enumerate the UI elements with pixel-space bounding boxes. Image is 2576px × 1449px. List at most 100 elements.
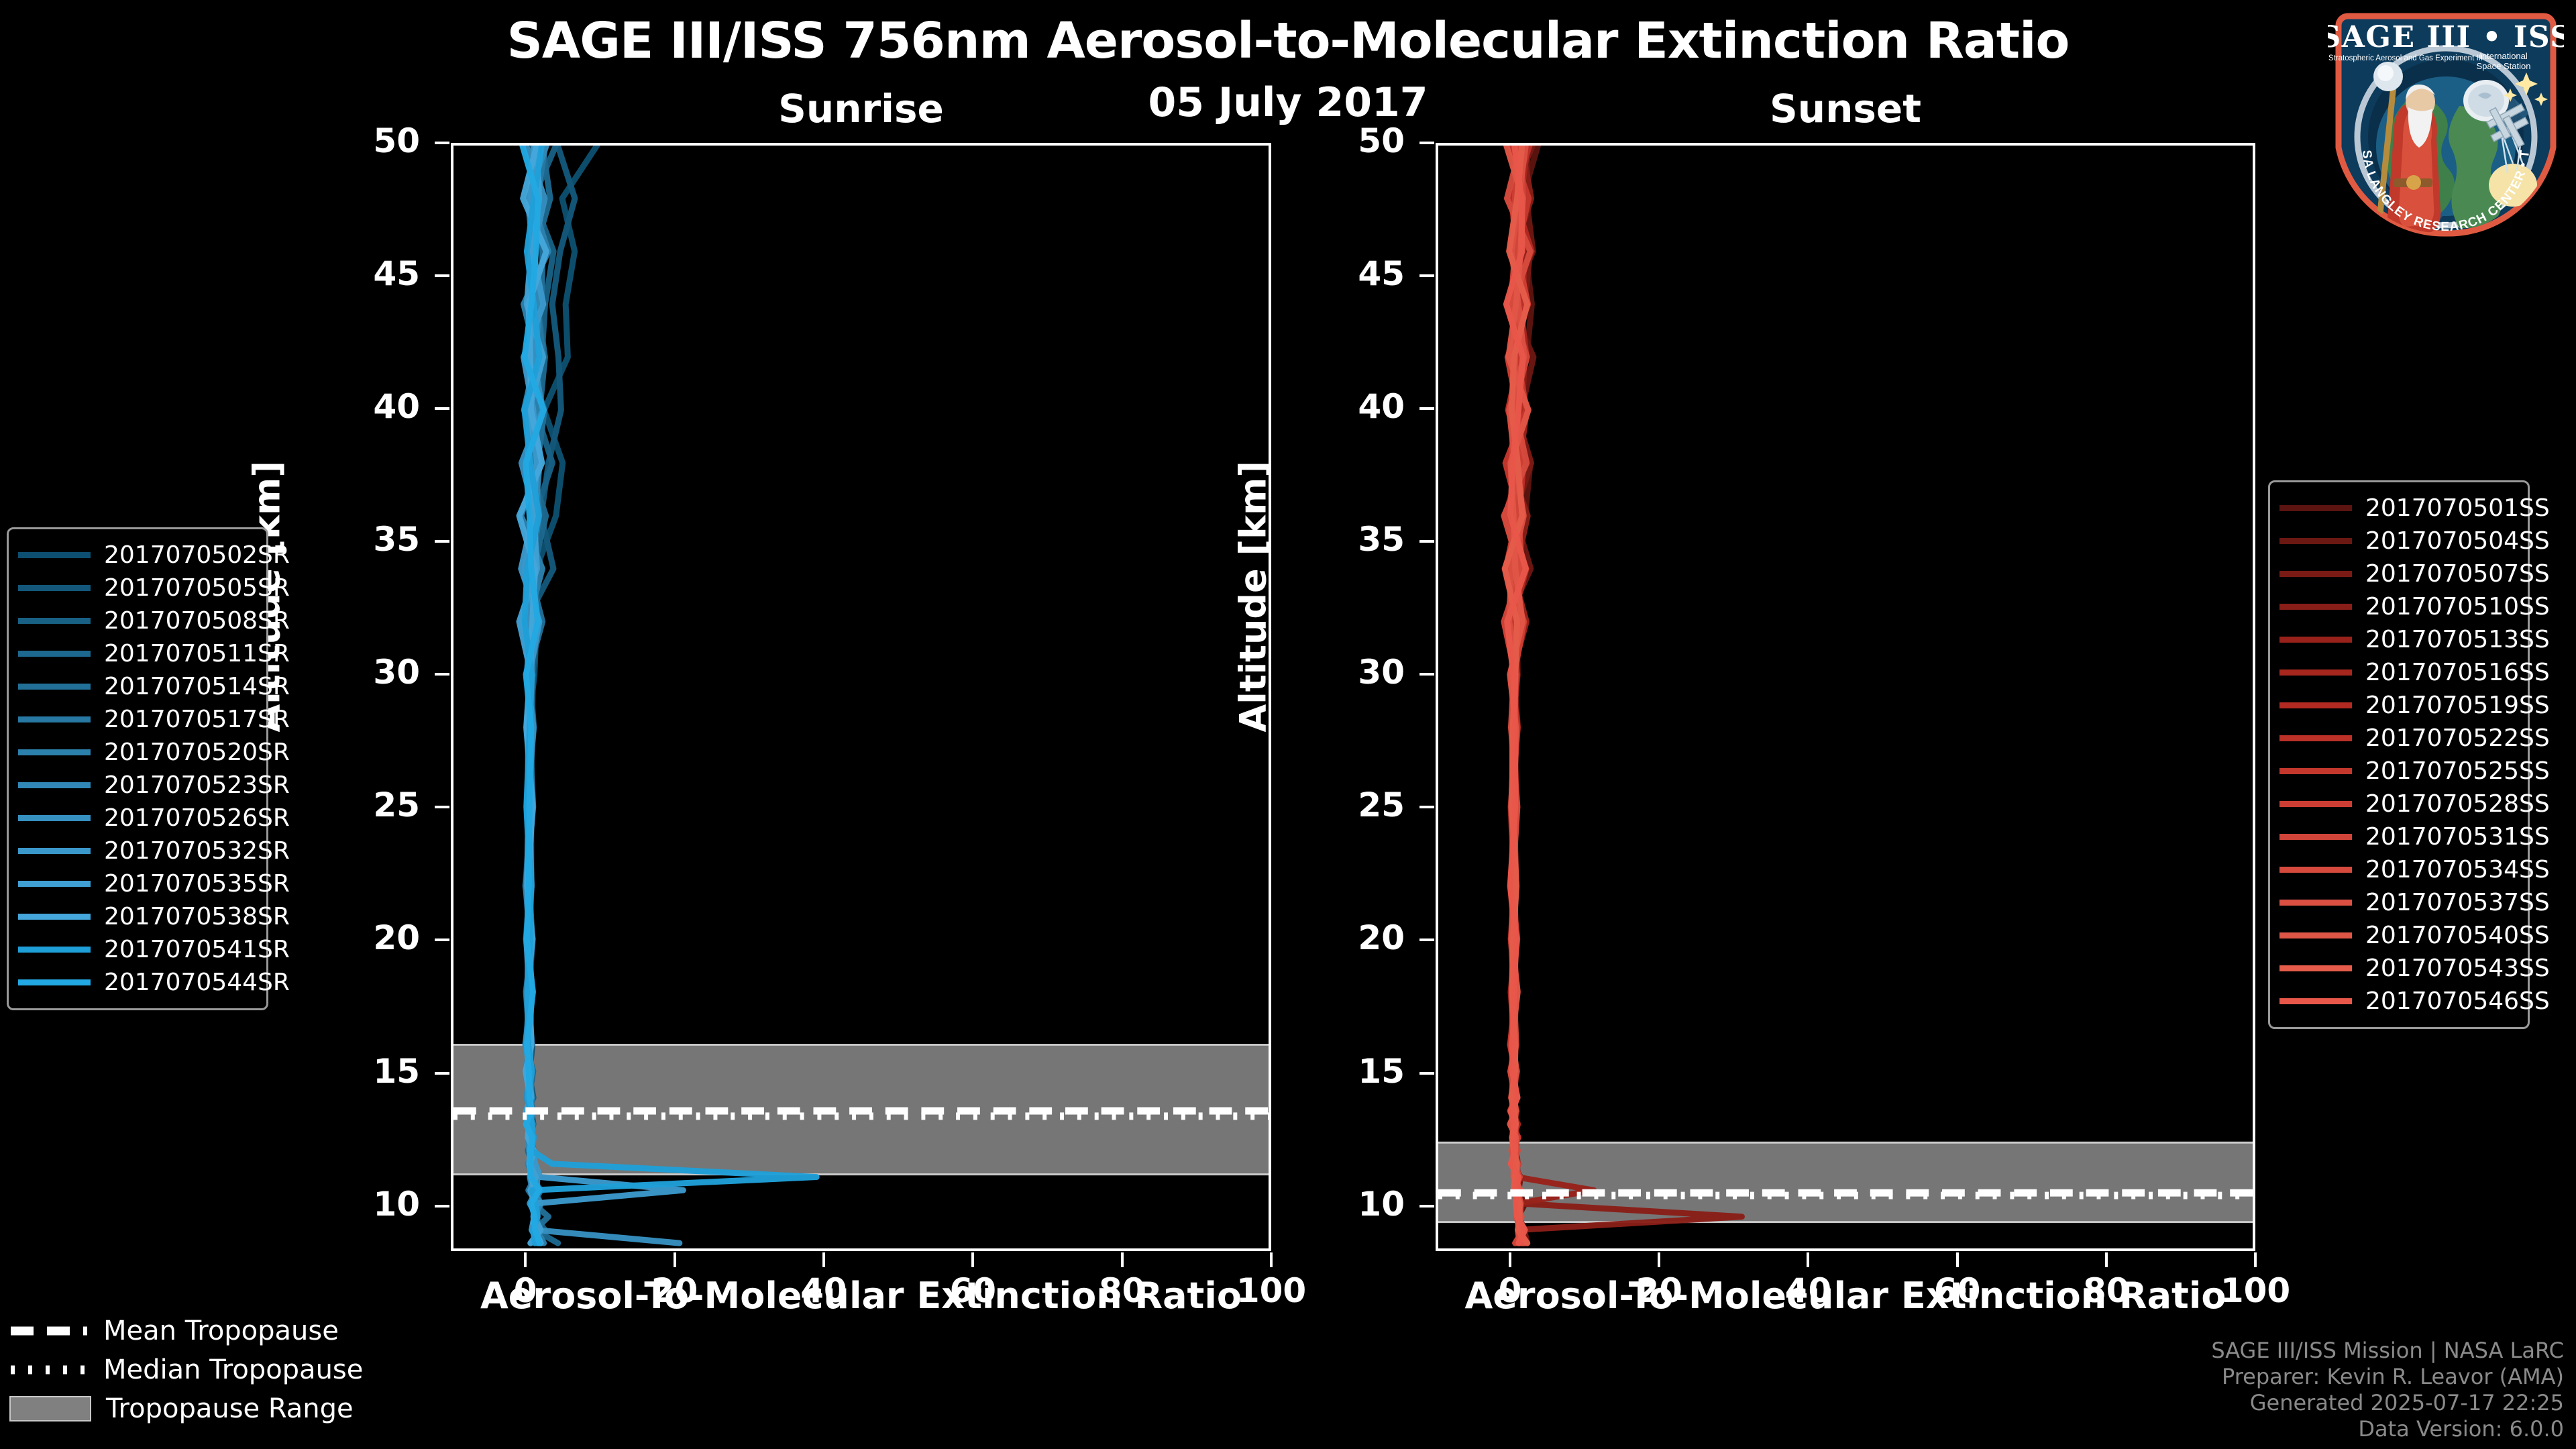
legend-label-2017070516SS: 2017070516SS — [2365, 659, 2550, 686]
legend-label-2017070526SR: 2017070526SR — [104, 804, 290, 832]
y-tick-mark-sunset-30 — [1419, 673, 1434, 676]
legend-swatch-2017070526SR — [18, 815, 91, 821]
profile-line-2017070544SR — [519, 146, 547, 1246]
legend-item-2017070526SR[interactable]: 2017070526SR — [18, 802, 290, 835]
legend-swatch-2017070525SS — [2279, 768, 2352, 774]
legend-item-2017070534SS[interactable]: 2017070534SS — [2279, 853, 2550, 886]
y-tick-label-sunset-20: 20 — [1358, 918, 1405, 958]
y-tick-mark-sunrise-15 — [435, 1071, 449, 1075]
x-tick-label-sunrise-0: 0 — [513, 1271, 537, 1310]
legend-item-2017070520SR[interactable]: 2017070520SR — [18, 736, 290, 769]
legend-label-2017070538SR: 2017070538SR — [104, 903, 290, 930]
legend-item-2017070522SS[interactable]: 2017070522SS — [2279, 722, 2550, 755]
legend-label-2017070535SR: 2017070535SR — [104, 870, 290, 898]
legend-item-2017070544SR[interactable]: 2017070544SR — [18, 966, 290, 999]
profile-line-2017070546SS — [1503, 146, 1529, 1246]
y-tick-label-sunset-10: 10 — [1358, 1184, 1405, 1224]
y-tick-mark-sunset-45 — [1419, 274, 1434, 278]
legend-item-2017070528SS[interactable]: 2017070528SS — [2279, 788, 2550, 820]
legend-item-2017070537SS[interactable]: 2017070537SS — [2279, 886, 2550, 919]
legend-swatch-2017070537SS — [2279, 900, 2352, 906]
legend-item-2017070511SR[interactable]: 2017070511SR — [18, 637, 290, 670]
tropopause-legend-row-dotted-line: Median Tropopause — [9, 1350, 363, 1389]
legend-item-2017070510SS[interactable]: 2017070510SS — [2279, 590, 2550, 623]
legend-swatch-2017070540SS — [2279, 932, 2352, 938]
y-tick-label-sunrise-35: 35 — [373, 520, 420, 559]
x-tick-mark-sunset-20 — [1658, 1252, 1661, 1267]
page-subtitle-date: 05 July 2017 — [1148, 79, 1428, 126]
x-tick-label-sunrise-20: 20 — [651, 1271, 698, 1310]
y-tick-mark-sunrise-25 — [435, 806, 449, 809]
legend-label-2017070507SS: 2017070507SS — [2365, 560, 2550, 588]
tropopause-legend-row-gray-band: Tropopause Range — [9, 1389, 363, 1428]
y-tick-mark-sunrise-30 — [435, 673, 449, 676]
x-tick-label-sunset-100: 100 — [2220, 1271, 2291, 1310]
legend-item-2017070538SR[interactable]: 2017070538SR — [18, 900, 290, 933]
legend-item-2017070540SS[interactable]: 2017070540SS — [2279, 919, 2550, 952]
legend-item-2017070525SS[interactable]: 2017070525SS — [2279, 755, 2550, 788]
legend-item-2017070502SR[interactable]: 2017070502SR — [18, 539, 290, 572]
legend-item-2017070504SS[interactable]: 2017070504SS — [2279, 525, 2550, 557]
legend-label-2017070514SR: 2017070514SR — [104, 673, 290, 700]
y-tick-mark-sunrise-20 — [435, 938, 449, 942]
legend-item-2017070507SS[interactable]: 2017070507SS — [2279, 557, 2550, 590]
y-tick-mark-sunset-25 — [1419, 806, 1434, 809]
legend-item-2017070513SS[interactable]: 2017070513SS — [2279, 623, 2550, 656]
logo-subtitle-right-1: International — [2479, 51, 2528, 61]
y-tick-label-sunrise-25: 25 — [373, 786, 420, 825]
legend-item-2017070514SR[interactable]: 2017070514SR — [18, 670, 290, 703]
y-tick-label-sunrise-20: 20 — [373, 918, 420, 958]
legend-label-2017070528SS: 2017070528SS — [2365, 790, 2550, 818]
legend-label-2017070505SR: 2017070505SR — [104, 574, 290, 602]
y-tick-label-sunset-35: 35 — [1358, 520, 1405, 559]
legend-item-2017070516SS[interactable]: 2017070516SS — [2279, 656, 2550, 689]
x-tick-mark-sunset-0 — [1509, 1252, 1512, 1267]
credit-generated: Generated 2025-07-17 22:25 — [2249, 1389, 2564, 1415]
page-title: SAGE III/ISS 756nm Aerosol-to-Molecular … — [506, 12, 2070, 70]
legend-item-2017070501SS[interactable]: 2017070501SS — [2279, 492, 2550, 525]
legend-item-2017070543SS[interactable]: 2017070543SS — [2279, 952, 2550, 985]
legend-item-2017070505SR[interactable]: 2017070505SR — [18, 572, 290, 604]
profile-canvas-sunrise — [453, 146, 1269, 1246]
legend-item-2017070531SS[interactable]: 2017070531SS — [2279, 820, 2550, 853]
legend-item-2017070517SR[interactable]: 2017070517SR — [18, 703, 290, 736]
legend-swatch-2017070504SS — [2279, 538, 2352, 544]
legend-swatch-2017070513SS — [2279, 637, 2352, 643]
y-tick-mark-sunrise-35 — [435, 540, 449, 543]
dotted-line-icon — [9, 1361, 89, 1379]
legend-item-2017070541SR[interactable]: 2017070541SR — [18, 933, 290, 966]
y-tick-label-sunrise-10: 10 — [373, 1184, 420, 1224]
legend-swatch-2017070502SR — [18, 552, 91, 558]
legend-swatch-2017070514SR — [18, 684, 91, 690]
legend-sunrise[interactable]: 2017070502SR 2017070505SR 2017070508SR 2017… — [7, 527, 290, 1010]
legend-item-2017070523SR[interactable]: 2017070523SR — [18, 769, 290, 802]
legend-sunset[interactable]: 2017070501SS 2017070504SS 2017070507SS 2017… — [2268, 480, 2550, 1029]
credit-mission: SAGE III/ISS Mission | NASA LaRC — [2211, 1337, 2564, 1363]
legend-item-2017070532SR[interactable]: 2017070532SR — [18, 835, 290, 867]
legend-swatch-2017070531SS — [2279, 834, 2352, 840]
x-axis-label-sunset: Aerosol-To-Molecular Extinction Ratio — [1464, 1275, 2226, 1317]
legend-item-2017070519SS[interactable]: 2017070519SS — [2279, 689, 2550, 722]
legend-swatch-2017070519SS — [2279, 702, 2352, 708]
legend-swatch-2017070541SR — [18, 947, 91, 953]
x-tick-mark-sunrise-100 — [1270, 1252, 1273, 1267]
legend-swatch-2017070534SS — [2279, 867, 2352, 873]
x-tick-label-sunset-60: 60 — [1933, 1271, 1981, 1310]
x-tick-mark-sunset-80 — [2104, 1252, 2108, 1267]
x-tick-mark-sunrise-80 — [1120, 1252, 1124, 1267]
legend-swatch-2017070528SS — [2279, 801, 2352, 807]
legend-label-2017070502SR: 2017070502SR — [104, 541, 290, 569]
legend-item-2017070508SR[interactable]: 2017070508SR — [18, 604, 290, 637]
x-tick-label-sunset-20: 20 — [1635, 1271, 1683, 1310]
x-tick-label-sunrise-40: 40 — [800, 1271, 847, 1310]
logo-subtitle-left: Stratospheric Aerosol and Gas Experiment… — [2328, 54, 2483, 62]
legend-label-2017070540SS: 2017070540SS — [2365, 922, 2550, 949]
y-tick-label-sunset-25: 25 — [1358, 786, 1405, 825]
legend-swatch-2017070516SS — [2279, 669, 2352, 676]
legend-label-2017070501SS: 2017070501SS — [2365, 494, 2550, 522]
legend-swatch-2017070501SS — [2279, 505, 2352, 511]
legend-item-2017070535SR[interactable]: 2017070535SR — [18, 867, 290, 900]
legend-label-2017070534SS: 2017070534SS — [2365, 856, 2550, 883]
y-tick-mark-sunset-15 — [1419, 1071, 1434, 1075]
legend-item-2017070546SS[interactable]: 2017070546SS — [2279, 985, 2550, 1018]
